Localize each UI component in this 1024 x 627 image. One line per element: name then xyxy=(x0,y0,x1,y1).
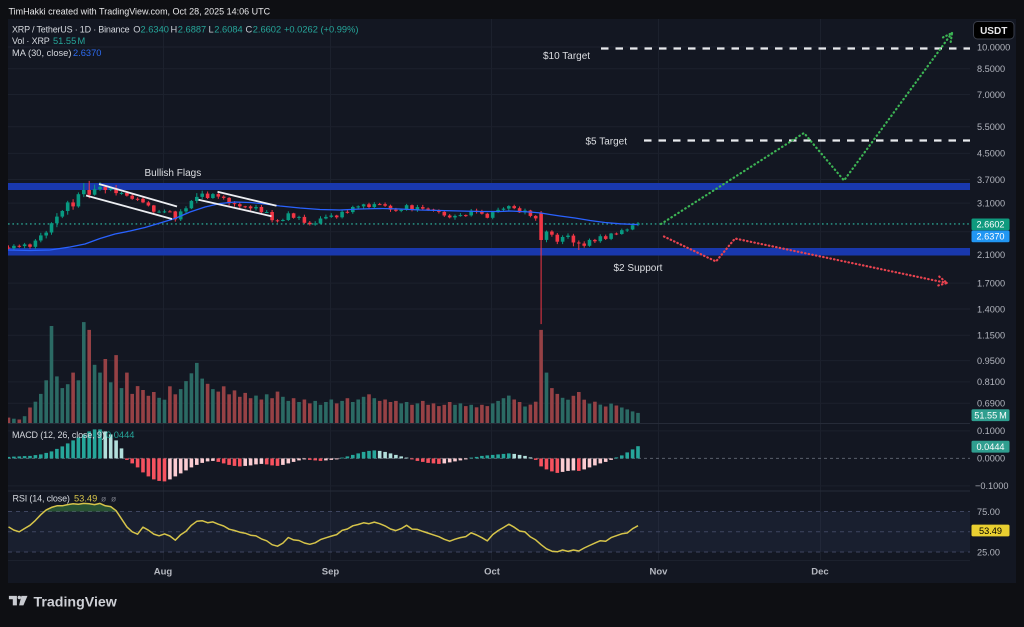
svg-text:USDT: USDT xyxy=(980,26,1007,37)
svg-text:Oct: Oct xyxy=(484,566,501,577)
svg-text:2.6887: 2.6887 xyxy=(178,24,206,34)
svg-text:Aug: Aug xyxy=(154,566,173,577)
svg-text:RSI (14, close): RSI (14, close) xyxy=(13,493,70,503)
svg-text:ø: ø xyxy=(111,493,116,503)
svg-text:7.0000: 7.0000 xyxy=(977,90,1005,100)
svg-text:Nov: Nov xyxy=(650,566,669,577)
svg-text:TimHakki created with TradingV: TimHakki created with TradingView.com, O… xyxy=(9,7,271,17)
svg-text:$5 Target: $5 Target xyxy=(586,136,628,147)
svg-text:MA (30, close): MA (30, close) xyxy=(12,48,71,58)
svg-text:0.1000: 0.1000 xyxy=(977,426,1005,436)
svg-text:−0.1000: −0.1000 xyxy=(975,481,1008,491)
svg-text:$2 Support: $2 Support xyxy=(614,263,663,274)
svg-text:M: M xyxy=(78,36,86,46)
svg-text:2.6602: 2.6602 xyxy=(253,24,281,34)
svg-text:1.4000: 1.4000 xyxy=(977,304,1005,314)
svg-text:2.6340: 2.6340 xyxy=(141,24,169,34)
svg-text:3.1000: 3.1000 xyxy=(977,198,1005,208)
svg-text:MACD (12, 26, close, 9): MACD (12, 26, close, 9) xyxy=(12,430,105,440)
svg-text:H: H xyxy=(171,24,178,34)
svg-text:5.5000: 5.5000 xyxy=(977,122,1005,132)
svg-text:Dec: Dec xyxy=(811,566,828,577)
svg-text:3.7000: 3.7000 xyxy=(977,175,1005,185)
svg-text:2.6602: 2.6602 xyxy=(976,220,1004,230)
svg-text:51.55: 51.55 xyxy=(53,36,76,46)
svg-text:2.6370: 2.6370 xyxy=(976,232,1004,242)
svg-text:TradingView: TradingView xyxy=(34,594,118,610)
svg-text:2.1000: 2.1000 xyxy=(977,250,1005,260)
svg-text:$10 Target: $10 Target xyxy=(543,51,590,62)
svg-text:XRP / TetherUS · 1D · Binance: XRP / TetherUS · 1D · Binance xyxy=(12,24,130,34)
svg-text:53.49: 53.49 xyxy=(979,526,1002,536)
svg-text:+0.0262 (+0.99%): +0.0262 (+0.99%) xyxy=(284,24,358,34)
svg-text:75.00: 75.00 xyxy=(977,507,1000,517)
svg-text:0.8100: 0.8100 xyxy=(977,377,1005,387)
svg-text:0.6900: 0.6900 xyxy=(977,399,1005,409)
svg-text:1.7000: 1.7000 xyxy=(977,278,1005,288)
svg-text:Sep: Sep xyxy=(322,566,340,577)
svg-text:O: O xyxy=(133,24,140,34)
svg-text:2.6370: 2.6370 xyxy=(73,48,101,58)
svg-text:51.55 M: 51.55 M xyxy=(974,411,1006,421)
svg-text:53.49: 53.49 xyxy=(74,493,97,503)
svg-text:Bullish Flags: Bullish Flags xyxy=(145,168,202,179)
svg-text:0.9500: 0.9500 xyxy=(977,356,1005,366)
svg-text:1.1500: 1.1500 xyxy=(977,330,1005,340)
svg-text:2.6084: 2.6084 xyxy=(214,24,242,34)
svg-text:10.0000: 10.0000 xyxy=(977,42,1010,52)
svg-text:0.0444: 0.0444 xyxy=(106,430,134,440)
svg-text:L: L xyxy=(209,24,214,34)
svg-text:ø: ø xyxy=(101,493,106,503)
svg-text:Vol · XRP: Vol · XRP xyxy=(12,36,50,46)
svg-text:8.5000: 8.5000 xyxy=(977,64,1005,74)
svg-text:0.0444: 0.0444 xyxy=(976,442,1004,452)
svg-text:4.5000: 4.5000 xyxy=(977,149,1005,159)
svg-text:0.0000: 0.0000 xyxy=(977,454,1005,464)
svg-text:C: C xyxy=(246,24,253,34)
svg-text:25.00: 25.00 xyxy=(977,547,1000,557)
